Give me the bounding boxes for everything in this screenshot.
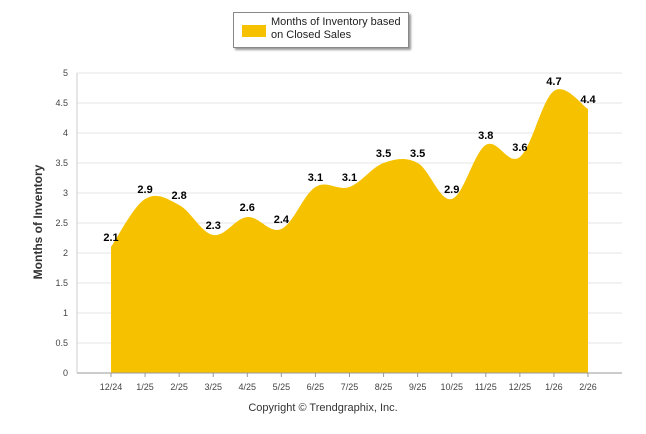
x-tick-label: 9/25 xyxy=(409,382,427,392)
data-label: 3.1 xyxy=(308,172,323,184)
data-label: 4.7 xyxy=(546,76,561,88)
data-label: 2.8 xyxy=(171,190,186,202)
data-labels: 2.1 2.9 2.8 2.3 2.6 2.4 3.1 3.1 3.5 3.5 2.9 3.8 3.6 4… xyxy=(103,76,596,244)
x-tick-label: 2/25 xyxy=(170,382,188,392)
y-tick-label: 4.5 xyxy=(55,98,68,108)
x-tick-label: 12/24 xyxy=(100,382,123,392)
x-tick-labels: 12/24 1/25 2/25 3/25 4/25 5/25 6/25 7/25 8/25 9/2… xyxy=(100,373,597,392)
legend: Months of Inventory based on Closed Sale… xyxy=(233,12,409,48)
y-tick-label: 0.5 xyxy=(55,338,68,348)
data-label: 2.3 xyxy=(206,220,221,232)
x-tick-label: 11/25 xyxy=(475,382,497,392)
x-tick-label: 1/26 xyxy=(545,382,563,392)
x-tick-label: 7/25 xyxy=(341,382,359,392)
data-label: 3.1 xyxy=(342,172,357,184)
x-tick-label: 5/25 xyxy=(273,382,291,392)
x-tick-label: 10/25 xyxy=(440,382,463,392)
data-label: 2.4 xyxy=(274,214,290,226)
data-label: 2.1 xyxy=(103,232,118,244)
data-label: 3.5 xyxy=(410,148,425,160)
series-area-fill xyxy=(111,89,588,373)
x-tick-label: 12/25 xyxy=(509,382,532,392)
y-tick-label: 0 xyxy=(63,368,68,378)
data-label: 3.6 xyxy=(512,142,527,154)
data-label: 3.5 xyxy=(376,148,391,160)
x-tick-label: 6/25 xyxy=(307,382,325,392)
x-tick-label: 1/25 xyxy=(136,382,154,392)
y-tick-label: 3.5 xyxy=(55,158,68,168)
data-label: 3.8 xyxy=(478,130,493,142)
y-tick-label: 4 xyxy=(63,128,68,138)
data-label: 2.9 xyxy=(444,184,459,196)
legend-label: Months of Inventory based on Closed Sale… xyxy=(271,16,401,41)
data-label: 2.6 xyxy=(240,202,255,214)
y-tick-label: 2.5 xyxy=(55,218,68,228)
x-tick-label: 8/25 xyxy=(375,382,393,392)
y-tick-label: 1.5 xyxy=(55,278,68,288)
x-tick-label: 3/25 xyxy=(204,382,222,392)
y-tick-label: 3 xyxy=(63,188,68,198)
series-area xyxy=(111,89,588,373)
y-tick-label: 5 xyxy=(63,68,68,78)
x-tick-label: 2/26 xyxy=(579,382,597,392)
y-axis-label: Months of Inventory xyxy=(31,164,45,279)
legend-swatch xyxy=(242,25,266,37)
y-tick-label: 1 xyxy=(63,308,68,318)
data-label: 2.9 xyxy=(137,184,152,196)
copyright-text: Copyright © Trendgraphix, Inc. xyxy=(248,402,398,414)
y-tick-labels: 0 0.5 1 1.5 2 2.5 3 3.5 4 4.5 5 xyxy=(55,68,68,378)
x-tick-label: 4/25 xyxy=(239,382,257,392)
y-tick-label: 2 xyxy=(63,248,68,258)
data-label: 4.4 xyxy=(580,94,596,106)
